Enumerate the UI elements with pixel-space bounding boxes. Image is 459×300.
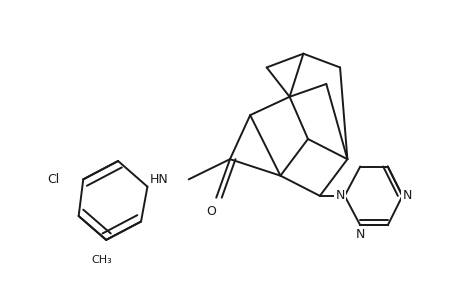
- Text: HN: HN: [150, 173, 168, 186]
- Text: Cl: Cl: [47, 173, 59, 186]
- Text: CH₃: CH₃: [91, 255, 112, 265]
- Text: N: N: [402, 189, 411, 203]
- Text: N: N: [335, 189, 344, 203]
- Text: O: O: [206, 205, 216, 218]
- Text: N: N: [355, 228, 364, 241]
